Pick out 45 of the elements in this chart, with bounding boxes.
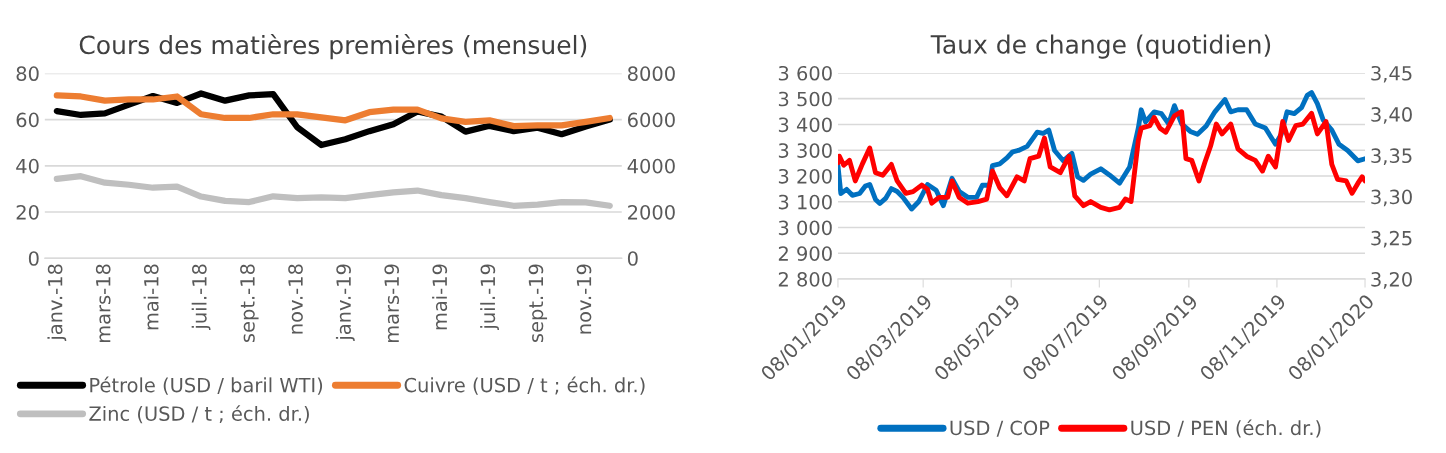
- x-tick-label: sept.-18: [240, 264, 259, 343]
- y-tick-label: 3 300: [778, 143, 832, 158]
- y-tick-label: 3 200: [778, 168, 832, 184]
- legend-label: USD / COP: [950, 420, 1050, 437]
- y-tick-label: 80: [16, 66, 39, 82]
- y2-tick-label: 3,30: [1371, 189, 1412, 207]
- y2-tick-label: 6000: [628, 112, 675, 128]
- x-tick-label: mai-18: [143, 264, 159, 330]
- y-tick-label: 2 900: [778, 246, 832, 261]
- y-tick-label: 3 100: [778, 194, 832, 210]
- y2-tick-label: 3,25: [1371, 230, 1412, 248]
- y-tick-label: 3 400: [778, 117, 832, 133]
- legend-label: Zinc (USD / t ; éch. dr.): [89, 405, 309, 424]
- chart-title: Taux de change (quotidien): [930, 34, 1271, 59]
- legend-label: USD / PEN (éch. dr.): [1131, 419, 1321, 438]
- x-tick-label: mai-19: [432, 264, 448, 330]
- x-tick-label: janv.-19: [335, 264, 355, 341]
- y2-tick-label: 3,45: [1371, 65, 1412, 83]
- y-tick-label: 3 500: [778, 91, 832, 107]
- y-tick-label: 0: [28, 251, 39, 266]
- x-tick-label: juil.-19: [480, 264, 499, 330]
- chart-title: Cours des matières premières (mensuel): [79, 33, 587, 60]
- x-tick-label: mars-18: [95, 264, 111, 343]
- y-tick-label: 20: [16, 204, 39, 220]
- y-tick-label: 40: [16, 158, 39, 174]
- x-tick-label: mars-19: [384, 264, 400, 343]
- y2-tick-label: 0: [627, 251, 638, 266]
- y-tick-label: 3 600: [778, 65, 832, 81]
- y2-tick-label: 3,35: [1371, 148, 1412, 166]
- legend-label: Cuivre (USD / t ; éch. dr.): [404, 376, 645, 395]
- line-series: [837, 109, 1366, 213]
- x-tick-label: sept.-19: [528, 264, 548, 343]
- y2-tick-label: 4000: [627, 158, 675, 174]
- y2-tick-label: 8000: [627, 66, 675, 82]
- x-tick-label: janv.-18: [47, 264, 67, 341]
- y2-tick-label: 2000: [628, 204, 675, 220]
- x-tick-label: nov.-19: [576, 264, 592, 334]
- x-tick-label: juil.-18: [191, 264, 211, 330]
- y-tick-label: 2 800: [778, 272, 832, 287]
- y-tick-label: 60: [16, 112, 39, 128]
- legend-label: Pétrole (USD / baril WTI): [90, 376, 323, 395]
- y-tick-label: 3 000: [778, 220, 832, 236]
- y2-tick-label: 3,40: [1371, 107, 1412, 124]
- x-tick-label: nov.-18: [288, 264, 303, 334]
- y2-tick-label: 3,20: [1371, 272, 1412, 289]
